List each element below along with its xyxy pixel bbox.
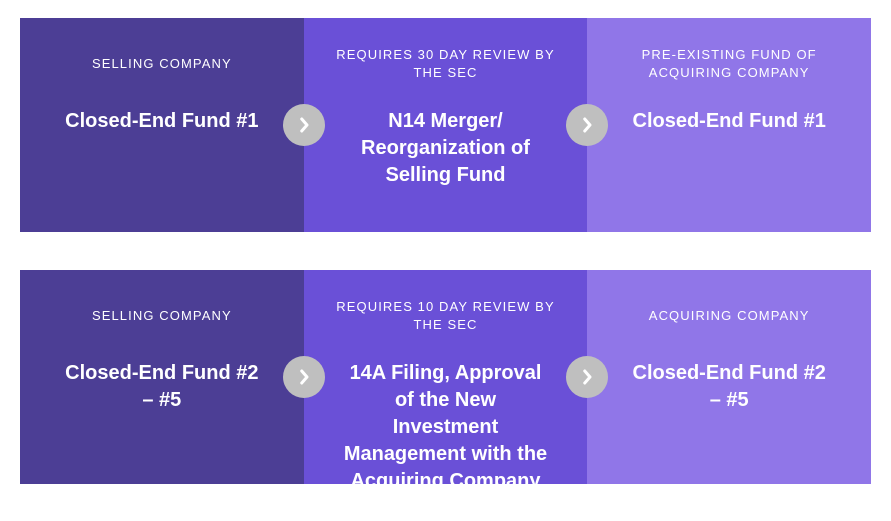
box-eyebrow: REQUIRES 30 DAY REVIEW BY THE SEC	[322, 46, 570, 82]
box-title: Closed-End Fund #1	[633, 108, 826, 135]
flow-box-0-0: SELLING COMPANY Closed-End Fund #1	[20, 18, 304, 232]
box-title: Closed-End Fund #2 – #5	[624, 360, 834, 414]
box-eyebrow: SELLING COMPANY	[92, 46, 232, 82]
flow-row-1: SELLING COMPANY Closed-End Fund #2 – #5 …	[20, 270, 871, 484]
flow-row-0: SELLING COMPANY Closed-End Fund #1 REQUI…	[20, 18, 871, 232]
box-title: Closed-End Fund #1	[65, 108, 258, 135]
flow-box-0-1: REQUIRES 30 DAY REVIEW BY THE SEC N14 Me…	[304, 18, 588, 232]
box-eyebrow: ACQUIRING COMPANY	[649, 298, 810, 334]
chevron-right-icon	[566, 356, 608, 398]
box-eyebrow: REQUIRES 10 DAY REVIEW BY THE SEC	[322, 298, 570, 334]
box-eyebrow: PRE-EXISTING FUND OF ACQUIRING COMPANY	[605, 46, 853, 82]
chevron-right-icon	[283, 356, 325, 398]
flow-box-0-2: PRE-EXISTING FUND OF ACQUIRING COMPANY C…	[587, 18, 871, 232]
flow-diagram: SELLING COMPANY Closed-End Fund #1 REQUI…	[20, 18, 871, 484]
box-title: 14A Filing, Approval of the New Investme…	[341, 360, 551, 495]
box-title: Closed-End Fund #2 – #5	[57, 360, 267, 414]
box-title: N14 Merger/ Reorganization of Selling Fu…	[341, 108, 551, 189]
flow-box-1-1: REQUIRES 10 DAY REVIEW BY THE SEC 14A Fi…	[304, 270, 588, 484]
flow-box-1-0: SELLING COMPANY Closed-End Fund #2 – #5	[20, 270, 304, 484]
chevron-right-icon	[283, 104, 325, 146]
flow-box-1-2: ACQUIRING COMPANY Closed-End Fund #2 – #…	[587, 270, 871, 484]
box-eyebrow: SELLING COMPANY	[92, 298, 232, 334]
chevron-right-icon	[566, 104, 608, 146]
